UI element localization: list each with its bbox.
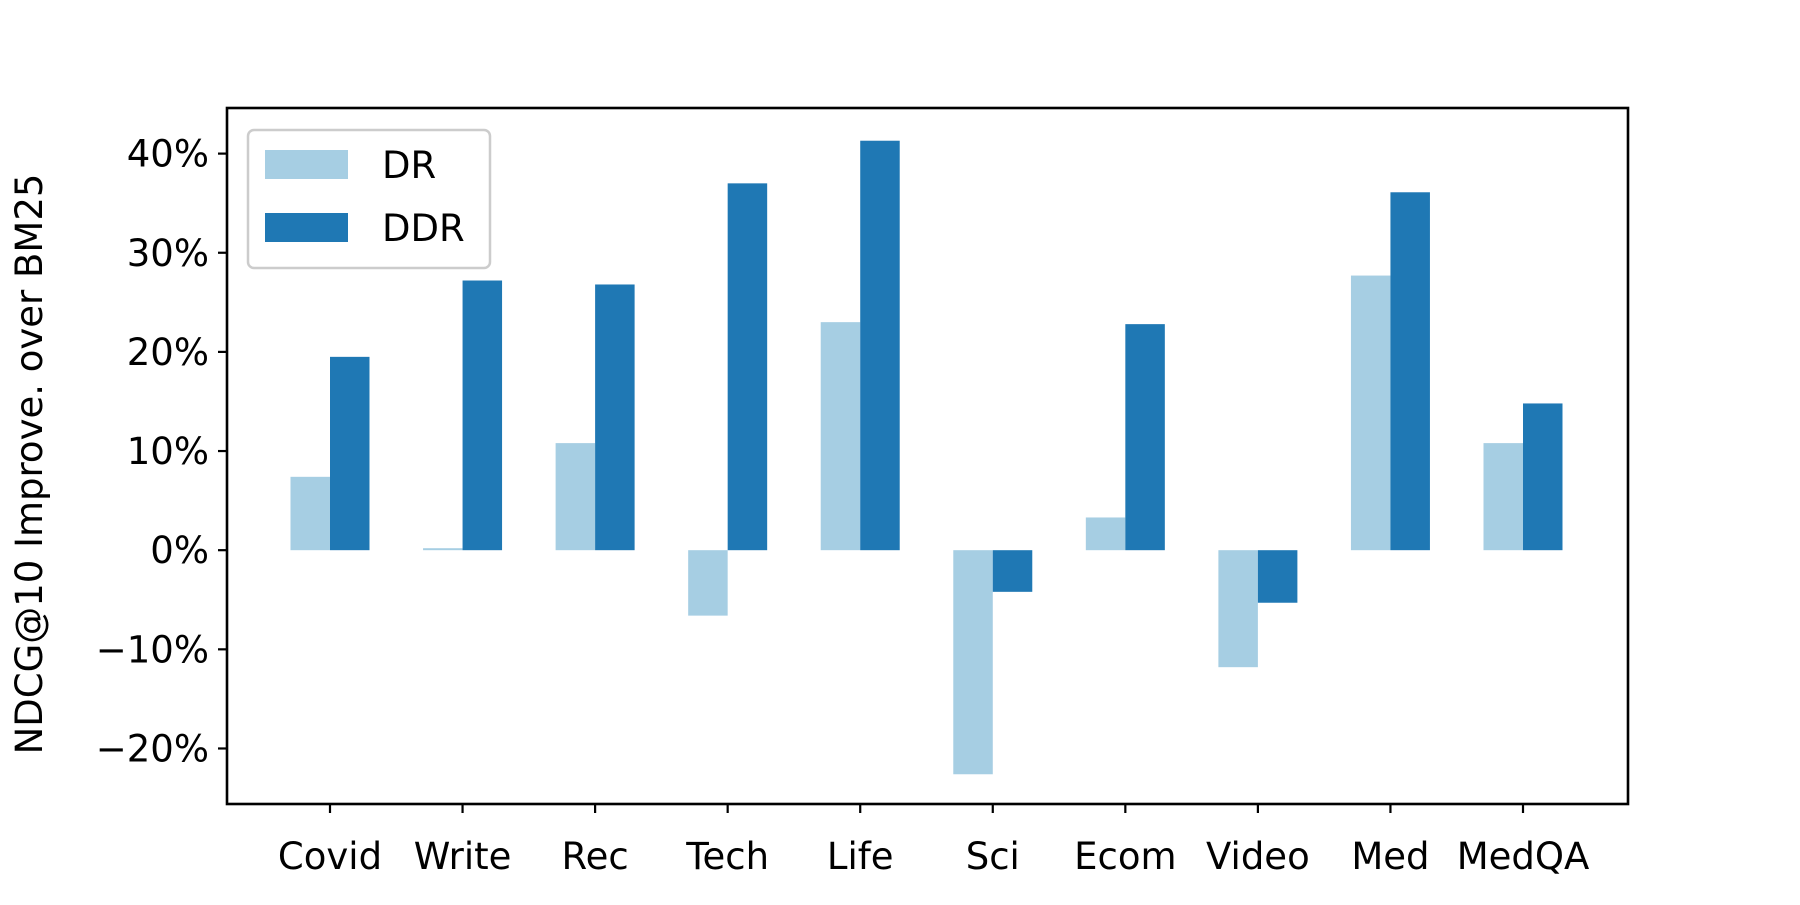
y-tick-label: −20%: [96, 727, 209, 770]
x-tick-label-sci: Sci: [966, 835, 1020, 878]
bar-ddr-write: [462, 280, 503, 551]
x-tick-label-video: Video: [1206, 835, 1310, 878]
bar-dr-medqa: [1483, 443, 1523, 551]
y-tick-label: 40%: [127, 133, 209, 176]
bar-ddr-sci: [992, 550, 1033, 592]
bar-ddr-med: [1390, 192, 1430, 551]
x-tick-label-covid: Covid: [278, 835, 382, 878]
bar-ddr-covid: [330, 356, 370, 551]
bar-dr-med: [1350, 275, 1391, 551]
bars-layer: [290, 140, 1563, 775]
x-tick-label-life: Life: [827, 835, 894, 878]
legend-swatch-dr: [265, 150, 348, 179]
y-tick-label: 20%: [127, 331, 209, 374]
bar-dr-sci: [953, 550, 993, 775]
y-tick-label: 0%: [150, 529, 209, 572]
bar-dr-write: [423, 548, 463, 551]
bar-ddr-tech: [727, 183, 768, 551]
bar-dr-ecom: [1085, 517, 1126, 551]
x-tick-label-med: Med: [1351, 835, 1429, 878]
legend: DR DDR: [246, 128, 492, 270]
y-tick-label: 30%: [127, 232, 209, 275]
bar-dr-rec: [555, 443, 596, 551]
bar-ddr-life: [860, 140, 900, 551]
y-tick-label: −10%: [96, 628, 209, 671]
bar-ddr-ecom: [1125, 324, 1165, 551]
x-tick-label-medqa: MedQA: [1457, 835, 1590, 878]
x-tick-label-ecom: Ecom: [1074, 835, 1176, 878]
bar-dr-life: [820, 322, 861, 551]
x-tick-label-tech: Tech: [685, 835, 769, 878]
y-tick-label: 10%: [127, 430, 209, 473]
legend-label-dr: DR: [382, 144, 436, 187]
axes-layer: [218, 106, 1630, 813]
x-tick-label-rec: Rec: [562, 835, 629, 878]
bar-ddr-rec: [595, 284, 635, 551]
bar-ddr-video: [1257, 550, 1298, 603]
x-tick-label-write: Write: [414, 835, 512, 878]
legend-label-ddr: DDR: [382, 207, 465, 250]
bar-dr-covid: [290, 476, 330, 551]
labels-layer: −20% −10% 0% 10% 20% 30% 40% Covid Write Rec Tech L…: [8, 133, 1589, 878]
legend-swatch-ddr: [265, 213, 348, 242]
bar-dr-tech: [688, 550, 728, 616]
y-axis-label: NDCG@10 Improve. over BM25: [8, 174, 51, 755]
bar-ddr-medqa: [1523, 403, 1563, 551]
plot-frame: [225, 106, 1630, 806]
bar-dr-video: [1218, 550, 1258, 668]
